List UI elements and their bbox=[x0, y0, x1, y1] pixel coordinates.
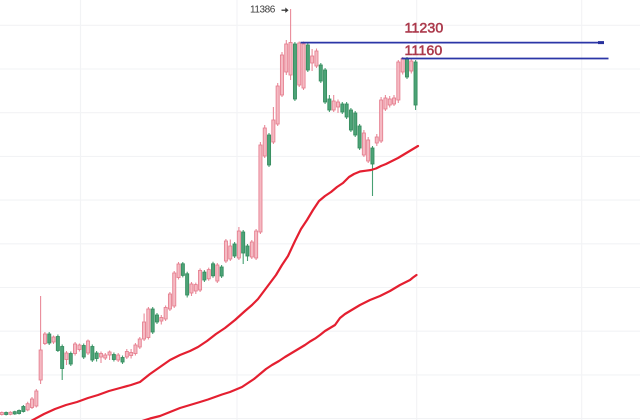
svg-text:11230: 11230 bbox=[405, 21, 444, 37]
svg-text:11160: 11160 bbox=[405, 43, 443, 59]
svg-text:11386: 11386 bbox=[250, 4, 276, 15]
